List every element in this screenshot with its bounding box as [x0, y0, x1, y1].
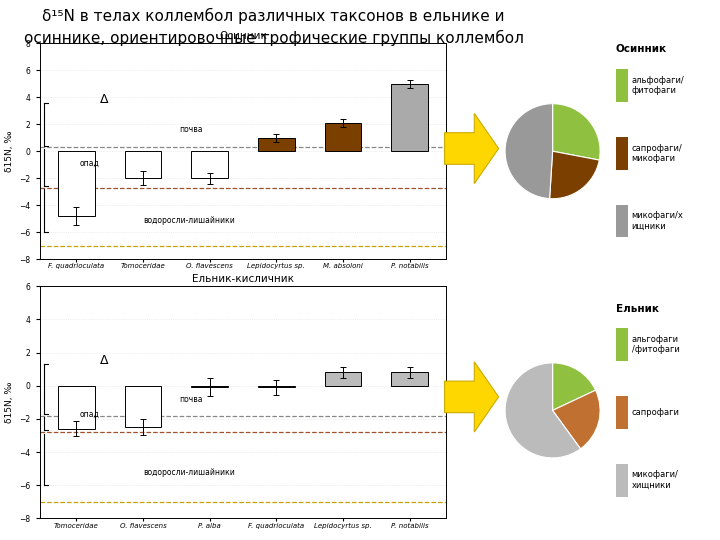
Wedge shape	[552, 363, 595, 410]
Text: Δ: Δ	[100, 354, 109, 367]
Title: Осинник: Осинник	[219, 31, 267, 41]
Text: Δ: Δ	[100, 93, 109, 106]
Bar	[616, 328, 628, 361]
Y-axis label: δ15N, ‰: δ15N, ‰	[5, 131, 14, 172]
Bar	[192, 151, 228, 178]
Bar	[616, 69, 628, 102]
Text: δ¹⁵N в телах коллембол различных таксонов в ельнике и: δ¹⁵N в телах коллембол различных таксоно…	[42, 8, 505, 24]
Bar	[392, 373, 428, 386]
Text: опад: опад	[80, 158, 99, 167]
Text: сапрофаги/
микофаги: сапрофаги/ микофаги	[631, 144, 683, 163]
Text: почва: почва	[180, 125, 203, 133]
Title: Ельник-кисличник: Ельник-кисличник	[192, 274, 294, 284]
Text: микофаги/
хищники: микофаги/ хищники	[631, 470, 679, 490]
Y-axis label: δ15N, ‰: δ15N, ‰	[5, 382, 14, 423]
Text: альфофаги/
фитофаги: альфофаги/ фитофаги	[631, 76, 685, 95]
Text: Осинник: Осинник	[616, 44, 667, 55]
Text: почва: почва	[180, 395, 203, 404]
Text: водоросли-лишайники: водоросли-лишайники	[143, 468, 235, 477]
Wedge shape	[552, 104, 600, 160]
Text: сапрофаги: сапрофаги	[631, 408, 680, 417]
Wedge shape	[505, 363, 580, 458]
Bar	[258, 386, 294, 387]
Bar	[125, 386, 161, 427]
Text: осиннике, ориентировочные трофические группы коллембол: осиннике, ориентировочные трофические гр…	[24, 30, 523, 46]
Bar	[258, 138, 294, 151]
Bar	[58, 386, 94, 429]
Wedge shape	[553, 390, 600, 449]
Text: Ельник: Ельник	[616, 303, 659, 314]
Text: альгофаги
/фитофаги: альгофаги /фитофаги	[631, 335, 680, 354]
Bar	[616, 464, 628, 497]
Bar	[616, 137, 628, 170]
Bar	[325, 373, 361, 386]
Text: водоросли-лишайники: водоросли-лишайники	[143, 217, 235, 226]
Bar	[616, 396, 628, 429]
Bar	[58, 151, 94, 216]
Wedge shape	[549, 151, 599, 199]
Text: опад: опад	[80, 410, 99, 419]
Bar	[392, 84, 428, 151]
Bar	[325, 123, 361, 151]
Wedge shape	[505, 104, 553, 199]
Bar	[616, 205, 628, 238]
Text: микофаги/х
ищники: микофаги/х ищники	[631, 211, 683, 231]
Bar	[192, 386, 228, 387]
Bar	[125, 151, 161, 178]
